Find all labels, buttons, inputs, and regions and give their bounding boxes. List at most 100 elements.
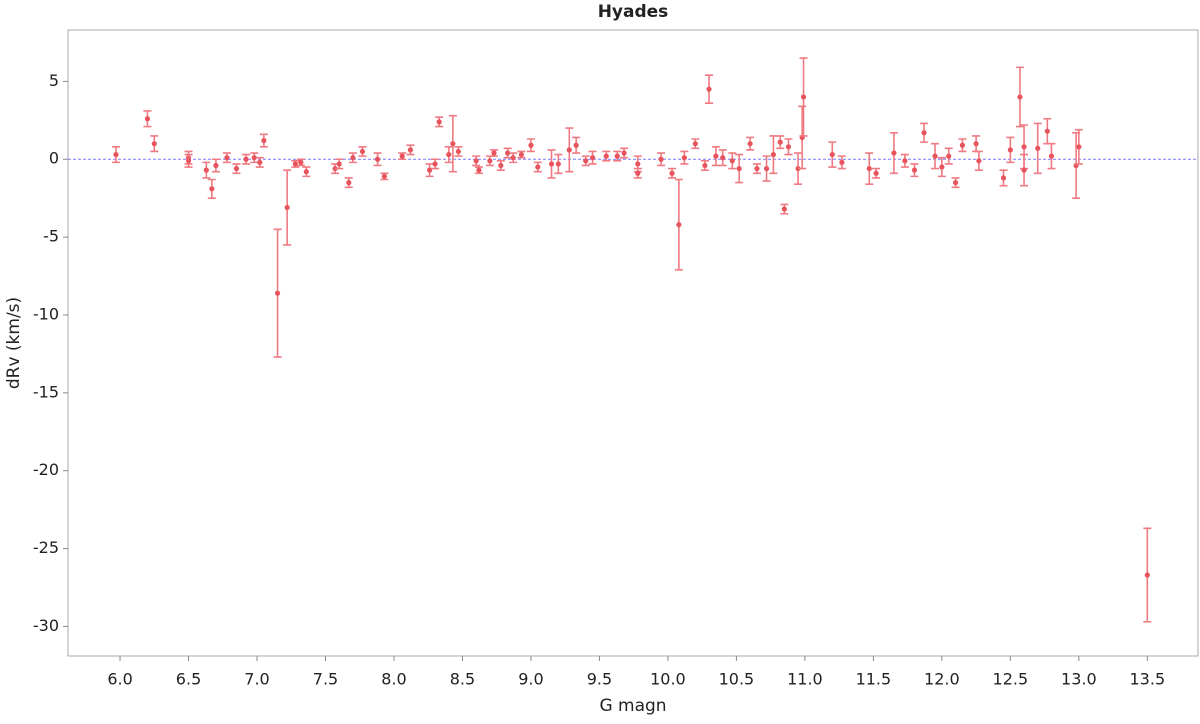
data-point xyxy=(251,155,257,161)
data-point xyxy=(1048,153,1055,159)
data-point xyxy=(621,150,627,156)
data-point xyxy=(747,141,753,147)
data-point xyxy=(763,165,770,172)
y-tick-label: 5 xyxy=(49,71,59,90)
data-point xyxy=(209,186,215,192)
data-point xyxy=(257,159,263,165)
data-point xyxy=(702,162,708,169)
data-point xyxy=(261,137,267,144)
x-tick-label: 13.5 xyxy=(1130,670,1166,689)
data-point xyxy=(427,167,433,173)
x-tick-label: 11.0 xyxy=(787,670,823,689)
data-point xyxy=(829,151,835,158)
data-point xyxy=(1076,144,1082,150)
data-point xyxy=(151,141,157,147)
data-point xyxy=(144,116,151,122)
x-axis-label: G magn xyxy=(599,696,666,716)
data-point xyxy=(1144,572,1150,578)
data-point xyxy=(658,156,664,162)
x-tick-label: 6.0 xyxy=(107,670,132,689)
data-point xyxy=(692,141,698,147)
data-point xyxy=(681,155,687,161)
data-point xyxy=(635,170,641,176)
data-point xyxy=(754,165,760,172)
x-tick-label: 7.5 xyxy=(313,670,338,689)
y-tick-label: -15 xyxy=(33,382,59,401)
x-tick-label: 8.0 xyxy=(381,670,406,689)
x-tick-label: 11.5 xyxy=(856,670,892,689)
data-point xyxy=(795,165,801,172)
data-point xyxy=(450,141,456,147)
x-tick-label: 6.5 xyxy=(176,670,201,689)
data-point xyxy=(939,164,945,170)
data-point xyxy=(785,144,792,150)
data-point xyxy=(374,156,381,162)
data-point xyxy=(284,204,290,211)
data-point xyxy=(381,173,387,179)
y-tick-label: -25 xyxy=(33,538,59,557)
data-point xyxy=(1017,94,1023,100)
data-point xyxy=(952,180,959,186)
data-point xyxy=(614,153,620,159)
y-tick-label: 0 xyxy=(49,149,59,168)
data-point xyxy=(350,155,356,161)
data-point xyxy=(1007,147,1013,153)
data-point xyxy=(336,161,342,167)
data-point xyxy=(505,150,511,156)
plot-frame xyxy=(67,29,1199,657)
data-point xyxy=(932,153,938,159)
data-point xyxy=(976,158,982,164)
data-point xyxy=(555,161,561,167)
y-tick-label: -5 xyxy=(43,227,59,246)
data-point xyxy=(476,167,482,173)
data-point xyxy=(548,161,555,167)
data-point xyxy=(332,165,338,172)
data-point xyxy=(902,158,908,164)
data-point xyxy=(535,164,541,170)
data-point xyxy=(491,150,497,156)
data-point xyxy=(891,150,897,156)
data-point xyxy=(959,142,966,148)
data-point xyxy=(303,169,309,175)
data-point xyxy=(399,153,405,159)
data-point xyxy=(1044,128,1050,134)
x-tick-label: 10.5 xyxy=(719,670,755,689)
data-point xyxy=(274,290,281,296)
data-point xyxy=(1021,144,1027,150)
data-point xyxy=(510,155,516,161)
data-point xyxy=(573,142,579,148)
chart-title: Hyades xyxy=(598,2,669,22)
data-point xyxy=(973,141,979,147)
data-point xyxy=(669,170,675,176)
data-point xyxy=(359,148,366,155)
y-tick-label: -10 xyxy=(33,304,59,323)
x-tick-label: 8.5 xyxy=(450,670,475,689)
data-point xyxy=(583,158,589,164)
x-tick-label: 10.0 xyxy=(650,670,686,689)
data-point xyxy=(1021,167,1027,173)
data-point xyxy=(770,151,776,158)
data-point xyxy=(407,147,414,153)
data-point xyxy=(446,151,452,158)
data-point xyxy=(432,161,438,167)
data-point xyxy=(346,180,352,186)
data-point xyxy=(1035,145,1041,151)
data-point xyxy=(213,162,219,169)
data-point xyxy=(1000,175,1007,181)
data-point xyxy=(473,158,479,164)
data-point xyxy=(921,130,927,136)
x-tick-label: 13.0 xyxy=(1061,670,1097,689)
data-point xyxy=(946,153,952,159)
y-tick-label: -30 xyxy=(33,616,59,635)
y-axis-label: dRv (km/s) xyxy=(4,297,24,389)
x-tick-label: 12.0 xyxy=(924,670,960,689)
data-point xyxy=(676,222,682,228)
data-point xyxy=(528,142,534,148)
data-point xyxy=(873,170,879,176)
data-point xyxy=(635,161,641,167)
x-tick-label: 7.0 xyxy=(244,670,269,689)
data-point xyxy=(243,156,249,162)
data-point xyxy=(455,148,461,155)
